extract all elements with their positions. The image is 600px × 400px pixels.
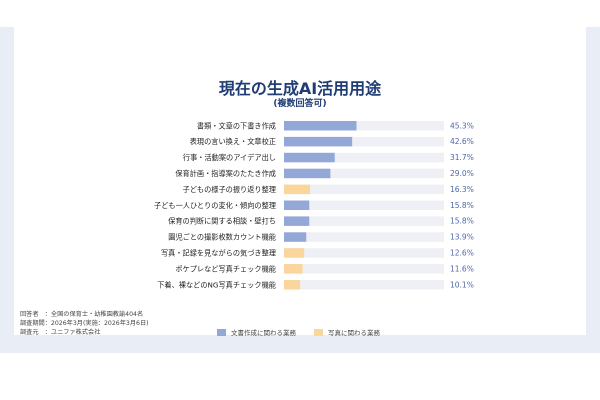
chart-subtitle: (複数回答可): [273, 99, 327, 109]
bar-track: [284, 248, 444, 258]
bar-track: [284, 280, 444, 290]
bar: [284, 232, 307, 242]
note-source: 調査元 ：ユニファ株式会社: [20, 329, 101, 336]
bar: [284, 264, 303, 274]
bar: [284, 216, 310, 226]
bar-chart: 書類・文章の下書き作成 45.3% 表現の言い換え・文章校正 42.6% 行事・活動案の…: [154, 121, 474, 290]
note-respondents: 回答者 ：全国の保育士・幼稚園教諭404名: [20, 311, 144, 318]
bar-track: [284, 264, 444, 274]
value-label: 13.9%: [450, 233, 474, 242]
bar-track: [284, 168, 444, 179]
category-label: 保育の判断に関する相談・壁打ち: [168, 217, 276, 226]
category-label: 書類・文章の下書き作成: [197, 121, 276, 130]
value-label: 45.3%: [450, 121, 474, 130]
category-label: 子どもの様子の振り返り整理: [183, 185, 276, 194]
value-label: 42.6%: [450, 137, 474, 146]
value-label: 29.0%: [450, 169, 474, 178]
bar: [284, 248, 305, 258]
category-label: 園児ごとの撮影枚数カウント機能: [168, 233, 276, 242]
category-label: 写真・記録を見ながらの気づき整理: [161, 248, 276, 257]
value-label: 15.8%: [450, 217, 474, 226]
bar-track: [284, 232, 444, 242]
legend-label-photo: 写真に関わる業務: [328, 329, 380, 337]
survey-notes: 回答者 ：全国の保育士・幼稚園教諭404名 調査期間：2026年3月(実施：20…: [20, 310, 190, 337]
category-label: ポケプレなど写真チェック機能: [175, 264, 276, 273]
bar-track: [284, 152, 444, 163]
value-label: 10.1%: [450, 280, 474, 289]
bar: [284, 121, 357, 131]
value-label: 11.6%: [450, 264, 474, 273]
bar: [284, 152, 335, 163]
bar: [284, 184, 311, 195]
category-label: 表現の言い換え・文章校正: [190, 137, 276, 146]
legend-swatch-doc: [217, 328, 226, 336]
legend-item-photo: 写真に関わる業務: [314, 327, 380, 337]
bar: [284, 136, 353, 147]
chart-card: 現在の生成AI活用用途 (複数回答可) 書類・文章の下書き作成 45.3% 表現の言…: [14, 27, 586, 337]
category-label: 下着、裸などのNG写真チェック機能: [157, 280, 276, 289]
value-label: 16.3%: [450, 185, 474, 194]
bar: [284, 168, 331, 179]
chart-legend: 文書作成に関わる業務 写真に関わる業務: [217, 327, 398, 337]
value-label: 15.8%: [450, 201, 474, 210]
legend-swatch-photo: [314, 328, 323, 336]
category-label: 子ども一人ひとりの変化・傾向の整理: [154, 201, 276, 210]
bar-track: [284, 184, 444, 195]
bar: [284, 280, 301, 290]
bar-track: [284, 136, 444, 147]
bar-track: [284, 200, 444, 210]
category-label: 行事・活動案のアイデア出し: [183, 153, 276, 162]
category-label: 保育計画・指導案のたたき作成: [175, 169, 276, 178]
chart-title: 現在の生成AI活用用途: [218, 79, 382, 98]
legend-label-doc: 文書作成に関わる業務: [231, 329, 296, 337]
bar: [284, 200, 310, 210]
value-label: 12.6%: [450, 248, 474, 257]
note-period: 調査期間：2026年3月(実施：2026年3月6日): [20, 320, 149, 327]
bar-track: [284, 216, 444, 226]
bar-track: [284, 121, 444, 131]
value-label: 31.7%: [450, 153, 474, 162]
legend-item-doc: 文書作成に関わる業務: [217, 327, 296, 337]
